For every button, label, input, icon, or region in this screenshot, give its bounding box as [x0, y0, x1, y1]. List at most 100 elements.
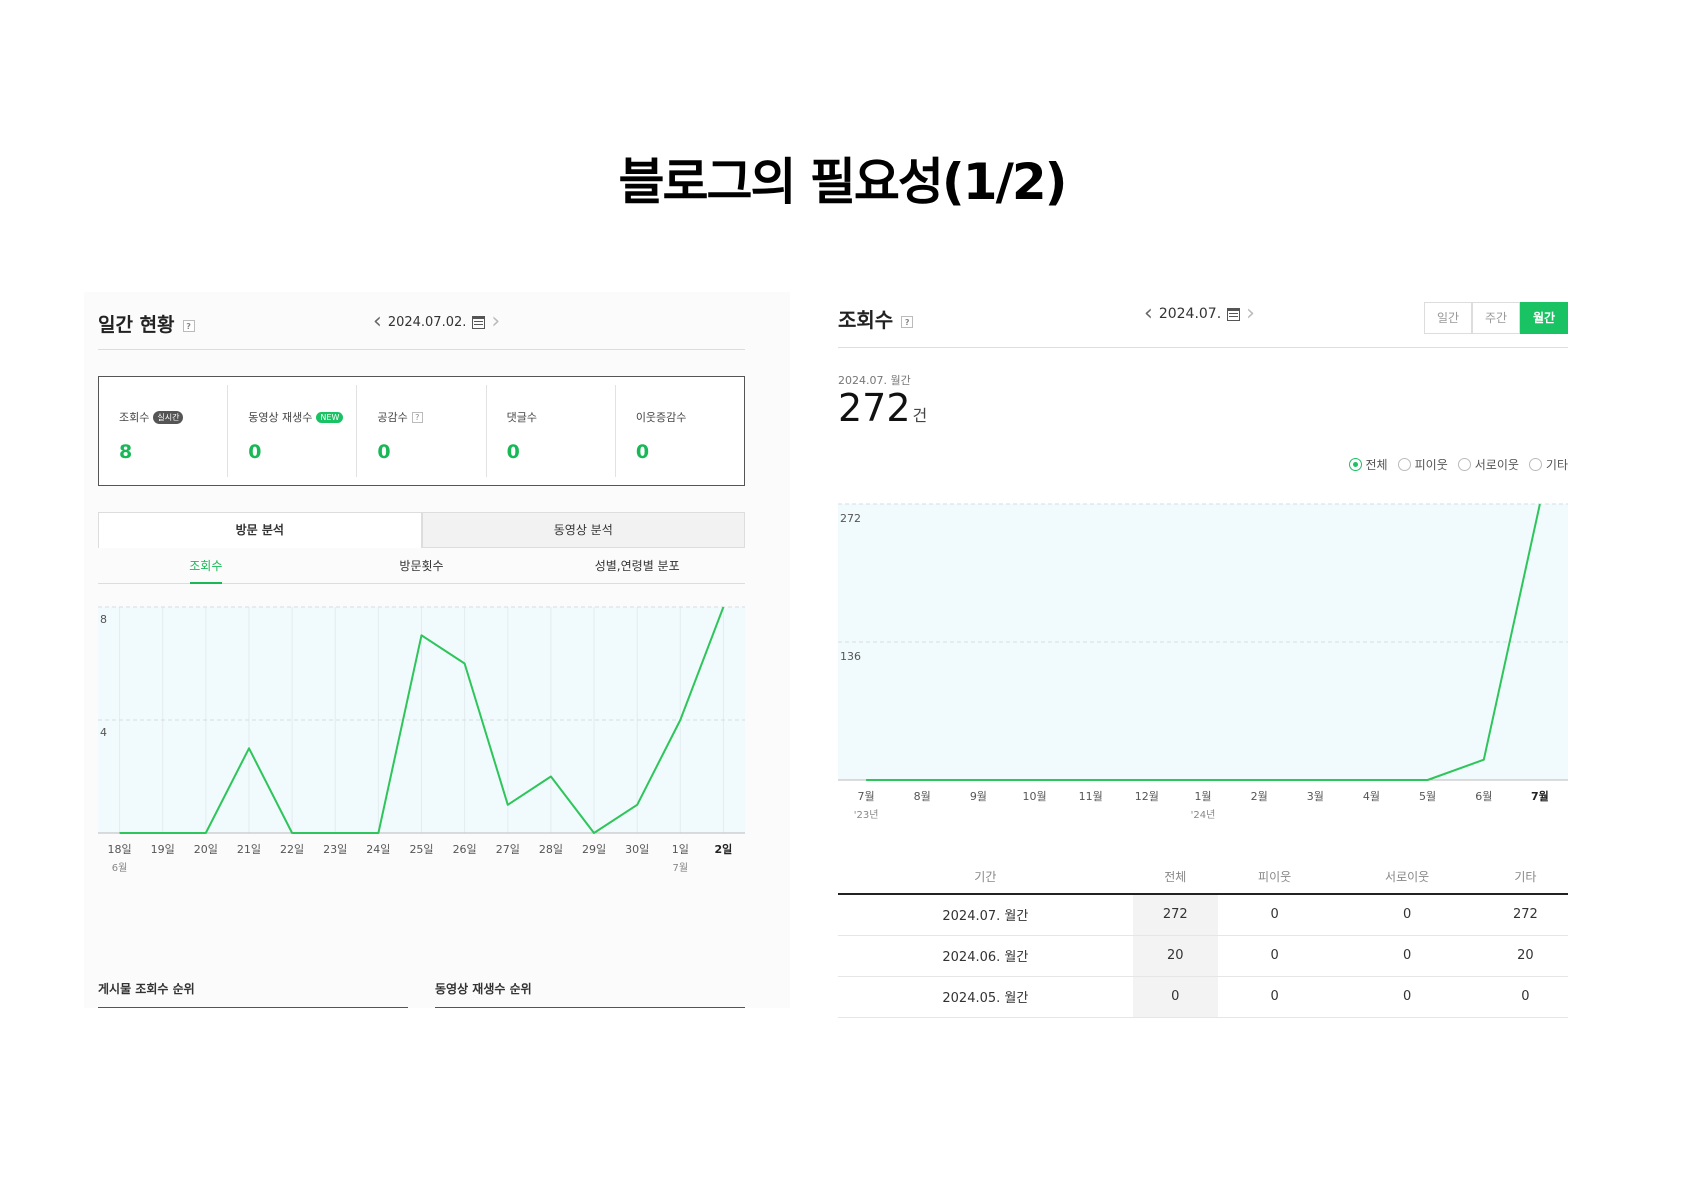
- stat-value[interactable]: 0: [248, 441, 262, 463]
- x-tick-label: 12월: [1135, 790, 1159, 803]
- calendar-icon[interactable]: [1227, 307, 1241, 321]
- chevron-left-icon[interactable]: ‹: [1144, 301, 1153, 326]
- x-tick-label: 11월: [1079, 790, 1103, 803]
- x-tick-sublabel: 7월: [673, 862, 689, 874]
- stat-value[interactable]: 8: [119, 441, 133, 463]
- radio-icon[interactable]: [1397, 458, 1411, 471]
- slide-title: 블로그의 필요성(1/2): [618, 153, 1068, 211]
- x-tick-label: 2일: [715, 842, 733, 856]
- x-tick-label: 19일: [151, 842, 175, 856]
- cell: 272: [1482, 894, 1568, 936]
- x-tick-label: 4월: [1363, 790, 1380, 803]
- stat-comments: 댓글수 0: [487, 385, 616, 477]
- x-tick-label: 7월: [858, 790, 875, 803]
- x-tick-label: 29일: [582, 842, 606, 856]
- filter-all[interactable]: 전체: [1348, 456, 1388, 473]
- filter-label: 서로이웃: [1474, 458, 1519, 472]
- tab-video-analysis[interactable]: 동영상 분석: [421, 512, 745, 548]
- cell: 0: [1331, 976, 1483, 1018]
- subtab-visits[interactable]: 방문횟수: [399, 559, 444, 573]
- x-tick-sublabel: 6월: [112, 862, 128, 874]
- chevron-right-icon[interactable]: ›: [491, 309, 501, 334]
- y-tick-label: 4: [100, 726, 107, 739]
- x-tick-label: 20일: [194, 842, 218, 856]
- cell: 2024.05. 월간: [838, 976, 1133, 1018]
- y-tick-label: 136: [840, 650, 861, 663]
- filter-label: 기타: [1545, 458, 1568, 472]
- period-caption: 2024.07. 월간: [838, 374, 911, 387]
- radio-icon[interactable]: [1457, 458, 1471, 471]
- table-row: 2024.07. 월간 272 0 0 272: [838, 894, 1568, 936]
- y-tick-label: 8: [100, 613, 107, 626]
- subtab-demographics[interactable]: 성별,연령별 분포: [594, 559, 680, 573]
- x-tick-label: 6월: [1475, 790, 1492, 803]
- ranking-headers: 게시물 조회수 순위 동영상 재생수 순위: [98, 980, 745, 1008]
- filter-label: 전체: [1365, 458, 1388, 472]
- filter-neighbor[interactable]: 피이웃: [1397, 456, 1448, 473]
- stat-value[interactable]: 0: [635, 441, 650, 463]
- daily-status-panel: 일간 현황? ‹ 2024.07.02. › 조회수 실시간 8 동영상 재생수 N…: [84, 292, 790, 1008]
- monthly-views-chart: 136 272 7월 '23년 8월 9월 10월 11월 12월 1월 '24년 2월 3월 4월 5월 6…: [838, 503, 1568, 821]
- stat-likes: 공감수? 0: [357, 385, 487, 477]
- cell: 0: [1482, 976, 1568, 1018]
- calendar-icon[interactable]: [472, 315, 486, 329]
- current-month: 2024.07.: [1158, 306, 1222, 322]
- date-navigator: ‹ 2024.07.02. ›: [373, 309, 501, 334]
- daily-status-header: 일간 현황? ‹ 2024.07.02. ›: [98, 310, 745, 350]
- chevron-left-icon[interactable]: ‹: [373, 309, 382, 334]
- neighbor-filter: 전체 피이웃 서로이웃 기타: [1348, 456, 1568, 473]
- stat-neighbor-change: 이웃증감수 0: [616, 385, 744, 477]
- help-icon[interactable]: ?: [182, 319, 195, 332]
- period-monthly-button[interactable]: 월간: [1520, 302, 1568, 334]
- col-total: 전체: [1132, 860, 1218, 895]
- stat-views: 조회수 실시간 8: [99, 385, 229, 477]
- subtab-views[interactable]: 조회수: [98, 548, 314, 584]
- stat-summary-box: 조회수 실시간 8 동영상 재생수 NEW 0 공감수? 0 댓글수 0 이웃증감수…: [98, 376, 745, 486]
- cell: 0: [1217, 894, 1332, 936]
- x-tick-label: 25일: [409, 842, 433, 856]
- table-row: 2024.05. 월간 0 0 0 0: [838, 976, 1568, 1018]
- x-tick-label: 9월: [970, 790, 987, 803]
- x-tick-label: 26일: [453, 842, 477, 856]
- stat-label: 공감수: [377, 411, 408, 424]
- period-toggle: 일간 주간 월간: [1424, 302, 1568, 334]
- period-weekly-button[interactable]: 주간: [1472, 302, 1520, 334]
- radio-selected-icon[interactable]: [1348, 458, 1362, 471]
- x-tick-label: 3월: [1307, 790, 1324, 803]
- cell: 272: [1132, 894, 1218, 936]
- x-tick-label: 7월: [1531, 789, 1549, 803]
- filter-label: 피이웃: [1414, 458, 1448, 472]
- x-tick-label: 5월: [1419, 790, 1436, 803]
- x-tick-label: 1월: [1194, 790, 1211, 803]
- stat-label: 조회수: [119, 411, 150, 424]
- x-tick-label: 27일: [496, 842, 520, 856]
- x-tick-sublabel: '24년: [1191, 809, 1216, 821]
- monthly-views-panel: 조회수? ‹ 2024.07. › 일간 주간 월간 2024.07. 월간 2…: [838, 292, 1568, 1018]
- tab-visit-analysis[interactable]: 방문 분석: [98, 512, 422, 548]
- radio-icon[interactable]: [1528, 458, 1542, 471]
- help-icon[interactable]: ?: [901, 315, 914, 328]
- col-other: 기타: [1482, 860, 1568, 895]
- cell: 0: [1331, 935, 1483, 977]
- stat-value[interactable]: 0: [377, 441, 391, 463]
- filter-mutual[interactable]: 서로이웃: [1457, 456, 1519, 473]
- cell: 0: [1132, 976, 1218, 1018]
- col-neighbor: 피이웃: [1217, 860, 1332, 895]
- post-views-ranking[interactable]: 게시물 조회수 순위: [98, 980, 408, 1008]
- col-period: 기간: [838, 860, 1133, 895]
- cell: 0: [1331, 894, 1483, 936]
- monthly-views-title: 조회수: [838, 308, 894, 332]
- y-tick-label: 272: [840, 512, 861, 525]
- chevron-right-icon[interactable]: ›: [1246, 301, 1255, 326]
- new-badge: NEW: [316, 411, 344, 423]
- help-icon[interactable]: ?: [411, 411, 423, 423]
- date-navigator: ‹ 2024.07. ›: [1144, 301, 1255, 326]
- analysis-tabs: 방문 분석 동영상 분석: [98, 512, 745, 548]
- filter-other[interactable]: 기타: [1528, 456, 1568, 473]
- stat-value[interactable]: 0: [506, 441, 520, 463]
- video-plays-ranking[interactable]: 동영상 재생수 순위: [435, 980, 745, 1008]
- daily-status-title: 일간 현황: [98, 314, 175, 336]
- col-mutual: 서로이웃: [1331, 860, 1483, 895]
- period-daily-button[interactable]: 일간: [1424, 302, 1472, 334]
- x-tick-label: 22일: [280, 842, 304, 856]
